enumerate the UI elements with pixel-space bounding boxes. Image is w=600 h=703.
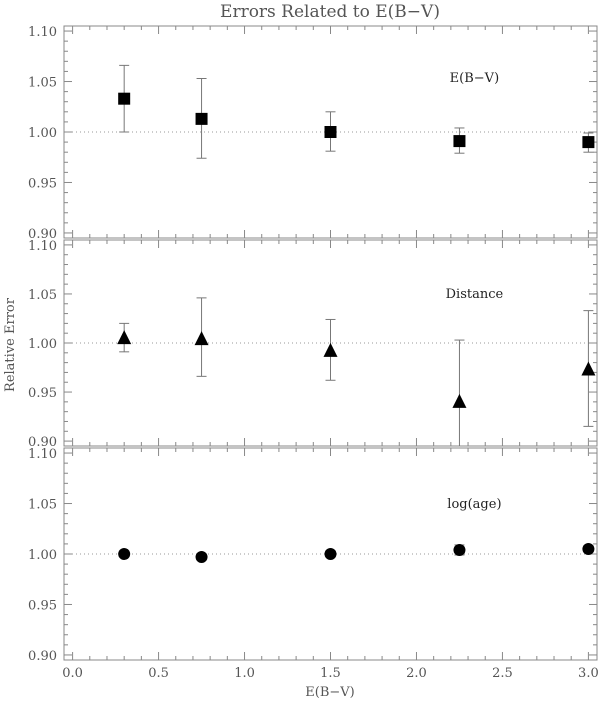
y-tick-label: 1.05 bbox=[28, 498, 57, 513]
data-point-circle bbox=[453, 543, 466, 556]
x-tick-label: 0.0 bbox=[62, 666, 83, 681]
y-tick-label: 1.10 bbox=[28, 25, 57, 40]
figure-title: Errors Related to E(B−V) bbox=[220, 2, 440, 22]
panel-middle: 0.90 0.95 1.00 1.05 1.10 Distance bbox=[28, 239, 598, 450]
y-tick-label: 1.10 bbox=[28, 239, 57, 254]
x-tick-label: 0.5 bbox=[148, 666, 169, 681]
y-tick-label: 1.00 bbox=[28, 548, 57, 563]
x-tick-label: 1.5 bbox=[320, 666, 341, 681]
x-tick-label: 1.0 bbox=[234, 666, 255, 681]
data-point-triangle bbox=[452, 393, 467, 408]
y-tick-label: 0.90 bbox=[28, 227, 57, 242]
data-point-circle bbox=[324, 548, 337, 560]
data-point-square bbox=[324, 126, 337, 138]
x-tick-label: 2.5 bbox=[492, 666, 513, 681]
panel-bottom: 0.90 0.95 1.00 1.05 1.10 0.0 0.5 1.0 1.5 2.0 2.5 3.… bbox=[28, 447, 599, 681]
y-tick-label: 1.00 bbox=[28, 337, 57, 352]
data-point-triangle bbox=[581, 361, 596, 376]
y-tick-label: 1.05 bbox=[28, 76, 57, 91]
data-point-square bbox=[453, 135, 466, 148]
data-point-square bbox=[582, 136, 595, 149]
y-axis-label: Relative Error bbox=[3, 297, 18, 392]
y-tick-label: 0.95 bbox=[28, 598, 57, 613]
y-tick-label: 0.95 bbox=[28, 176, 57, 191]
data-point-triangle bbox=[323, 342, 338, 357]
data-point-circle bbox=[118, 548, 131, 560]
data-point-square bbox=[118, 92, 131, 105]
data-point-square bbox=[195, 112, 208, 125]
y-tick-label: 0.90 bbox=[28, 435, 57, 450]
y-tick-label: 1.10 bbox=[28, 447, 57, 462]
panel-annotation: Distance bbox=[446, 287, 504, 302]
data-point-circle bbox=[195, 551, 208, 564]
y-tick-label: 1.00 bbox=[28, 126, 57, 141]
y-tick-label: 0.95 bbox=[28, 386, 57, 401]
panel-annotation: log(age) bbox=[447, 497, 501, 512]
panel-annotation: E(B−V) bbox=[450, 71, 499, 86]
data-point-circle bbox=[582, 542, 595, 555]
panels: 0.90 0.95 1.00 1.05 1.10 E(B−V) 0.90 0.95 1.00 1.… bbox=[28, 25, 599, 681]
y-tick-label: 1.05 bbox=[28, 288, 57, 303]
y-tick-label: 0.90 bbox=[28, 649, 57, 664]
panel-top: 0.90 0.95 1.00 1.05 1.10 E(B−V) bbox=[28, 25, 598, 242]
data-point-triangle bbox=[117, 330, 132, 345]
x-tick-label: 3.0 bbox=[578, 666, 599, 681]
data-point-triangle bbox=[194, 331, 209, 346]
x-tick-label: 2.0 bbox=[406, 666, 427, 681]
x-axis-label: E(B−V) bbox=[305, 685, 354, 700]
